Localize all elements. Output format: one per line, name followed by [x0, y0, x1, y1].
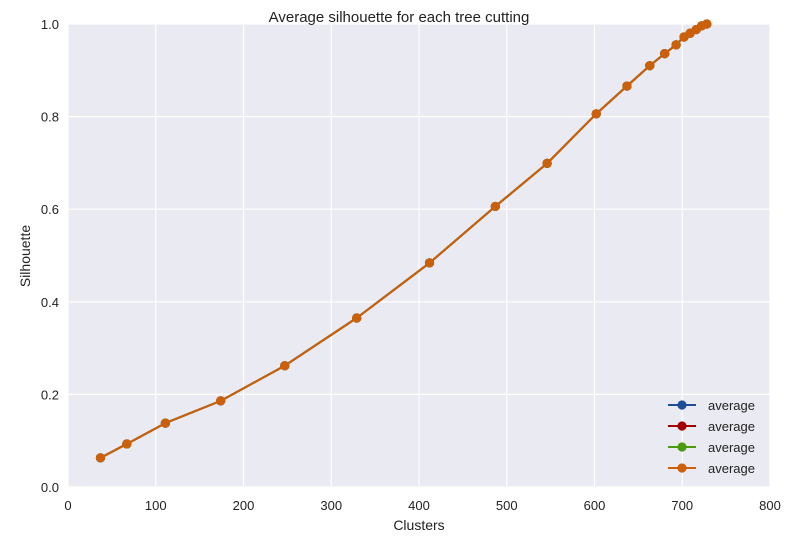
data-point	[645, 61, 655, 71]
series-layer	[95, 19, 712, 463]
data-point	[122, 439, 132, 449]
y-axis-label: Silhouette	[17, 225, 33, 287]
legend-item: average	[668, 419, 755, 434]
x-tick-label: 200	[233, 498, 255, 513]
data-point	[542, 158, 552, 168]
legend-item: average	[668, 398, 755, 413]
tick-labels: 0 100 200 300 400 500 600 700 800 0.0 0.2 0.4 0.6 0.8…	[41, 17, 781, 513]
y-tick-label: 0.4	[41, 295, 59, 310]
y-tick-label: 0.8	[41, 110, 59, 125]
data-point	[95, 453, 106, 463]
legend-marker	[677, 421, 687, 431]
y-tick-label: 0.2	[41, 387, 59, 402]
data-point	[622, 81, 632, 91]
data-point	[702, 19, 712, 29]
data-point	[352, 313, 362, 323]
x-tick-label: 0	[64, 498, 71, 513]
legend-marker	[677, 463, 687, 473]
legend-marker	[677, 400, 687, 410]
y-tick-label: 0.0	[41, 480, 59, 495]
data-point	[160, 418, 171, 428]
data-point	[490, 201, 500, 212]
legend-label: average	[708, 398, 755, 413]
x-tick-label: 700	[671, 498, 693, 513]
legend-item: average	[668, 440, 755, 455]
legend-label: average	[708, 461, 755, 476]
data-point	[424, 258, 435, 268]
x-tick-label: 500	[496, 498, 518, 513]
y-tick-label: 1.0	[41, 17, 59, 32]
x-axis-label: Clusters	[393, 517, 444, 533]
x-tick-label: 300	[320, 498, 342, 513]
x-tick-label: 600	[584, 498, 606, 513]
data-point	[280, 361, 290, 371]
legend-item: average	[668, 461, 755, 476]
legend: average average average average	[668, 398, 755, 476]
y-tick-label: 0.6	[41, 202, 59, 217]
grid-lines	[67, 23, 771, 488]
x-tick-label: 400	[408, 498, 430, 513]
x-tick-label: 100	[145, 498, 167, 513]
data-point	[216, 396, 226, 406]
chart-title: Average silhouette for each tree cutting	[269, 9, 530, 26]
legend-marker	[677, 442, 687, 452]
legend-label: average	[708, 440, 755, 455]
x-tick-label: 800	[759, 498, 781, 513]
legend-label: average	[708, 419, 755, 434]
data-point	[671, 40, 681, 50]
data-point	[660, 49, 670, 59]
data-point	[591, 109, 601, 119]
series-4	[95, 19, 712, 463]
